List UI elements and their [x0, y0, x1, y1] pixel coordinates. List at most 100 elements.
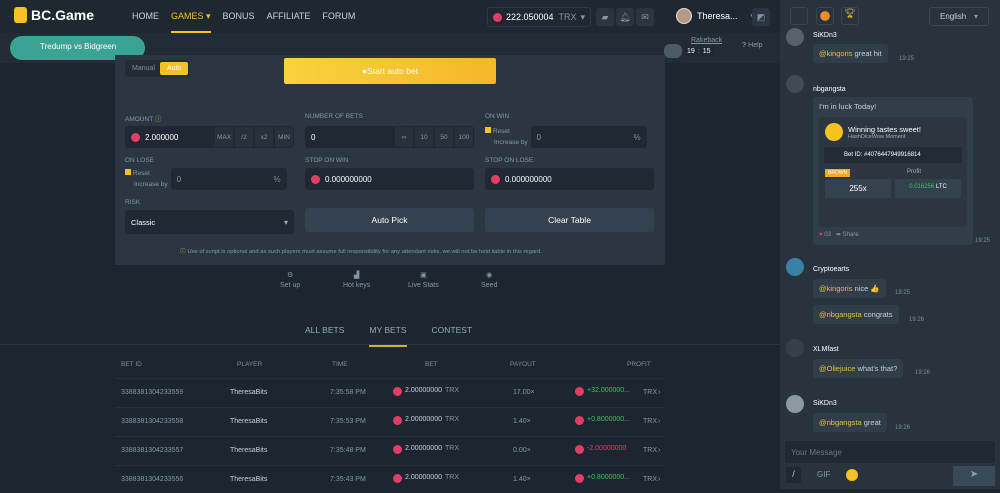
- payout: 1.40×: [513, 476, 531, 483]
- payout: 1.40×: [513, 418, 531, 425]
- bell-icon[interactable]: 🔔︎: [616, 8, 634, 26]
- bet-id: 3388381304233556: [121, 476, 184, 483]
- tool-seed[interactable]: ◉ Seed: [481, 272, 498, 289]
- risk-select[interactable]: Classic ▾: [125, 210, 294, 234]
- divider: [0, 344, 780, 345]
- rakeback-timer[interactable]: Rakeback 19:15: [664, 37, 722, 58]
- avatar[interactable]: [786, 75, 804, 93]
- on-lose-increase-input[interactable]: 0%: [170, 168, 287, 190]
- stop-on-lose-input[interactable]: 0.000000000: [485, 168, 654, 190]
- min-button[interactable]: MIN: [275, 127, 293, 147]
- table-row[interactable]: 3388381304233557 TheresaBits 7:35:48 PM …: [115, 436, 665, 464]
- tool-setup[interactable]: ⚙ Set up: [280, 272, 301, 289]
- infinite-button[interactable]: ∞: [395, 127, 413, 147]
- bets-100-button[interactable]: 100: [455, 127, 473, 147]
- mode-tabs: Manual Auto: [125, 60, 191, 77]
- avatar[interactable]: [786, 339, 804, 357]
- player[interactable]: TheresaBits: [230, 389, 268, 396]
- music-icon[interactable]: [790, 7, 808, 25]
- trx-icon: [575, 445, 584, 454]
- share-icon: ➦: [835, 232, 841, 238]
- amount-input[interactable]: 2.000000 MAX/2 x2 MIN: [125, 126, 294, 148]
- table-row[interactable]: 3388381304233558 TheresaBits 7:35:53 PM …: [115, 407, 665, 435]
- nav-affiliate[interactable]: AFFILIATE: [266, 11, 311, 21]
- bets-10-button[interactable]: 10: [415, 127, 433, 147]
- bet-id: 3388381304233559: [121, 389, 184, 396]
- emoji-icon[interactable]: [846, 469, 858, 481]
- trx-icon: [393, 445, 402, 454]
- logo[interactable]: BC.Game: [14, 7, 94, 23]
- stop-on-lose-label: STOP ON LOSE: [485, 157, 534, 164]
- crown-icon: [825, 123, 843, 141]
- trophy-icon[interactable]: 🏆︎: [841, 7, 859, 25]
- seed-icon: ◉: [486, 272, 493, 279]
- trx-icon: [493, 12, 502, 22]
- player[interactable]: TheresaBits: [230, 476, 268, 483]
- send-button[interactable]: ➤: [953, 466, 995, 486]
- table-row[interactable]: 3388381304233556 TheresaBits 7:35:43 PM …: [115, 465, 665, 493]
- start-auto-bet-button[interactable]: ● Start auto bet: [284, 58, 496, 84]
- on-lose-label: ON LOSE: [125, 157, 154, 164]
- tab-all-bets[interactable]: ALL BETS: [305, 325, 345, 335]
- gif-button[interactable]: GIF: [817, 470, 831, 479]
- mail-icon[interactable]: ✉: [636, 8, 654, 26]
- chevron-right-icon: ›: [658, 418, 661, 425]
- trx-icon: [393, 474, 402, 483]
- balance-selector[interactable]: 222.050004 TRX ▾: [487, 7, 591, 27]
- trx-icon: [393, 387, 402, 396]
- reset-checkbox[interactable]: [485, 127, 491, 133]
- nav-games[interactable]: GAMES ▾: [171, 11, 211, 33]
- tab-my-bets[interactable]: MY BETS: [369, 325, 407, 347]
- stop-on-win-label: STOP ON WIN: [305, 157, 349, 164]
- tab-auto[interactable]: Auto: [159, 62, 189, 75]
- info-icon: ⓘ: [154, 116, 162, 123]
- bet-share-card[interactable]: Winning tastes sweet! HashDiceWow Moment …: [819, 117, 967, 227]
- payout: 17.00×: [513, 389, 535, 396]
- language-select[interactable]: English ▾: [929, 7, 989, 26]
- bet-id: 3388381304233558: [121, 418, 184, 425]
- chat-message: @Oliejuice what's that?: [813, 359, 904, 378]
- avatar[interactable]: [786, 28, 804, 46]
- tool-hotkeys[interactable]: ▟ Hot keys: [343, 272, 371, 289]
- wallet-icon[interactable]: ▰: [596, 8, 614, 26]
- payout: 0.00×: [513, 447, 531, 454]
- nav-home[interactable]: HOME: [132, 11, 159, 21]
- bets-50-button[interactable]: 50: [435, 127, 453, 147]
- trx-icon: [311, 174, 320, 184]
- number-of-bets-input[interactable]: 0 ∞ 10 50 100: [305, 126, 474, 148]
- reset-checkbox[interactable]: [125, 169, 131, 175]
- amount-label: AMOUNT ⓘ: [125, 116, 162, 123]
- player[interactable]: TheresaBits: [230, 447, 268, 454]
- nav-bonus[interactable]: BONUS: [222, 11, 255, 21]
- tab-manual[interactable]: Manual: [132, 65, 155, 72]
- keyboard-icon: ▟: [353, 272, 360, 279]
- double-button[interactable]: x2: [255, 127, 273, 147]
- fire-icon[interactable]: [816, 7, 834, 25]
- heart-icon: ♥: [819, 232, 823, 238]
- chat-message-input[interactable]: [785, 441, 995, 463]
- avatar[interactable]: [786, 258, 804, 276]
- chat-message: I'm in luck Today! Winning tastes sweet!…: [813, 97, 973, 245]
- stop-on-win-input[interactable]: 0.000000000: [305, 168, 474, 190]
- bet-id: Bet ID: #4076447949916814: [824, 147, 962, 163]
- table-row[interactable]: 3388381304233559 TheresaBits 7:35:58 PM …: [115, 378, 665, 406]
- command-button[interactable]: /: [786, 467, 801, 483]
- risk-label: RISK: [125, 199, 141, 206]
- half-button[interactable]: /2: [235, 127, 253, 147]
- chat-toggle-icon[interactable]: ◩: [752, 8, 770, 26]
- tool-live-stats[interactable]: ▣ Live Stats: [408, 272, 439, 289]
- auto-pick-button[interactable]: Auto Pick: [305, 208, 474, 232]
- player[interactable]: TheresaBits: [230, 418, 268, 425]
- on-win-increase-input[interactable]: 0%: [530, 126, 647, 148]
- tab-contest[interactable]: CONTEST: [431, 325, 473, 335]
- max-button[interactable]: MAX: [215, 127, 233, 147]
- user-menu[interactable]: Theresa...▾: [676, 8, 755, 24]
- trx-icon: [575, 416, 584, 425]
- clear-table-button[interactable]: Clear Table: [485, 208, 654, 232]
- warning-icon: ⓘ: [180, 249, 186, 255]
- time: 7:35:48 PM: [330, 447, 366, 454]
- avatar[interactable]: [786, 395, 804, 413]
- nav-forum[interactable]: FORUM: [322, 11, 356, 21]
- help-link[interactable]: ❓︎ Help: [742, 42, 763, 49]
- bet-id: 3388381304233557: [121, 447, 184, 454]
